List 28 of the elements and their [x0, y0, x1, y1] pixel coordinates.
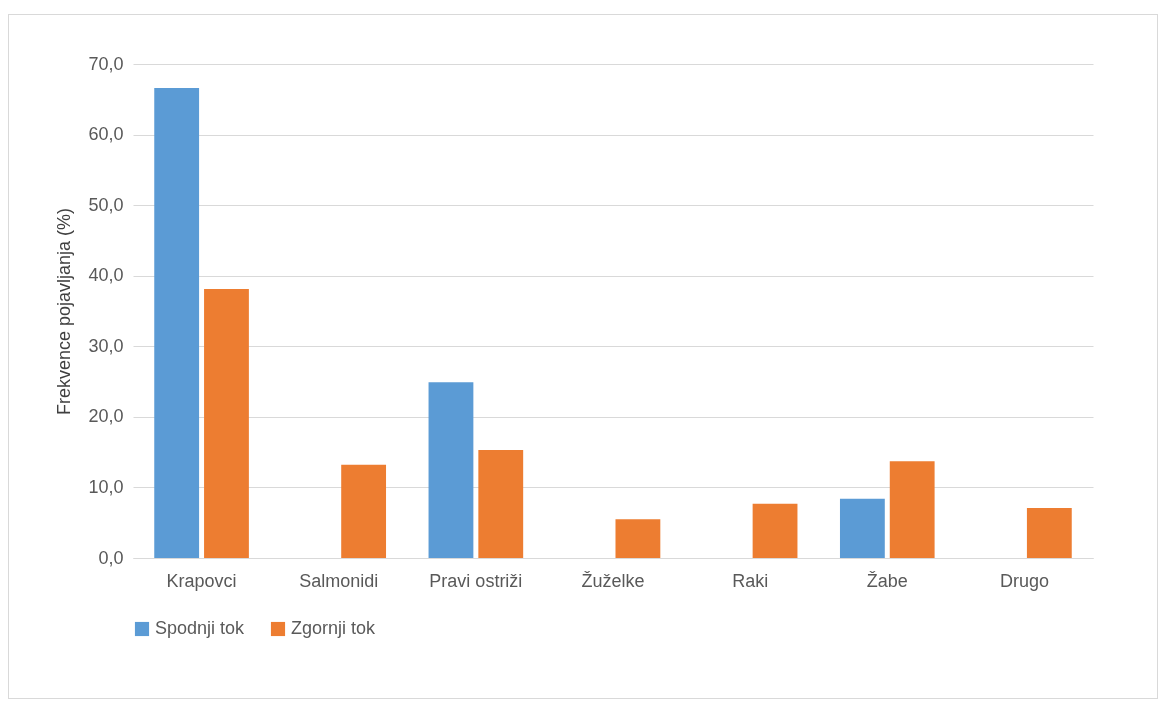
bar: [154, 87, 200, 558]
x-tick-label: Drugo: [999, 570, 1049, 591]
legend-label: Spodnji tok: [155, 618, 246, 638]
x-tick-label: Pravi ostriži: [429, 570, 523, 591]
x-tick-label: Krapovci: [166, 570, 237, 591]
y-axis-title: Frekvence pojavljanja (%): [54, 207, 75, 416]
y-tick-label: 70,0: [88, 53, 124, 74]
x-tick-label: Raki: [732, 570, 769, 591]
x-tick-label: Žuželke: [581, 570, 645, 591]
legend-label: Zgornji tok: [291, 618, 377, 638]
bar: [615, 519, 661, 558]
y-tick-label: 20,0: [88, 406, 124, 427]
bar: [478, 450, 524, 558]
y-tick-label: 60,0: [88, 124, 124, 145]
y-tick-label: 0,0: [98, 547, 124, 568]
bar: [1026, 507, 1072, 558]
bar: [428, 382, 474, 558]
y-tick-label: 40,0: [88, 265, 124, 286]
x-tick-label: Žabe: [866, 570, 908, 591]
bar: [839, 498, 885, 558]
bar: [752, 503, 798, 558]
x-tick-label: Salmonidi: [299, 570, 379, 591]
y-tick-label: 10,0: [88, 476, 124, 497]
y-tick-label: 50,0: [88, 194, 124, 215]
bar: [204, 289, 249, 558]
bar: [889, 461, 935, 558]
y-tick-label: 30,0: [88, 335, 124, 356]
bar: [341, 464, 387, 558]
